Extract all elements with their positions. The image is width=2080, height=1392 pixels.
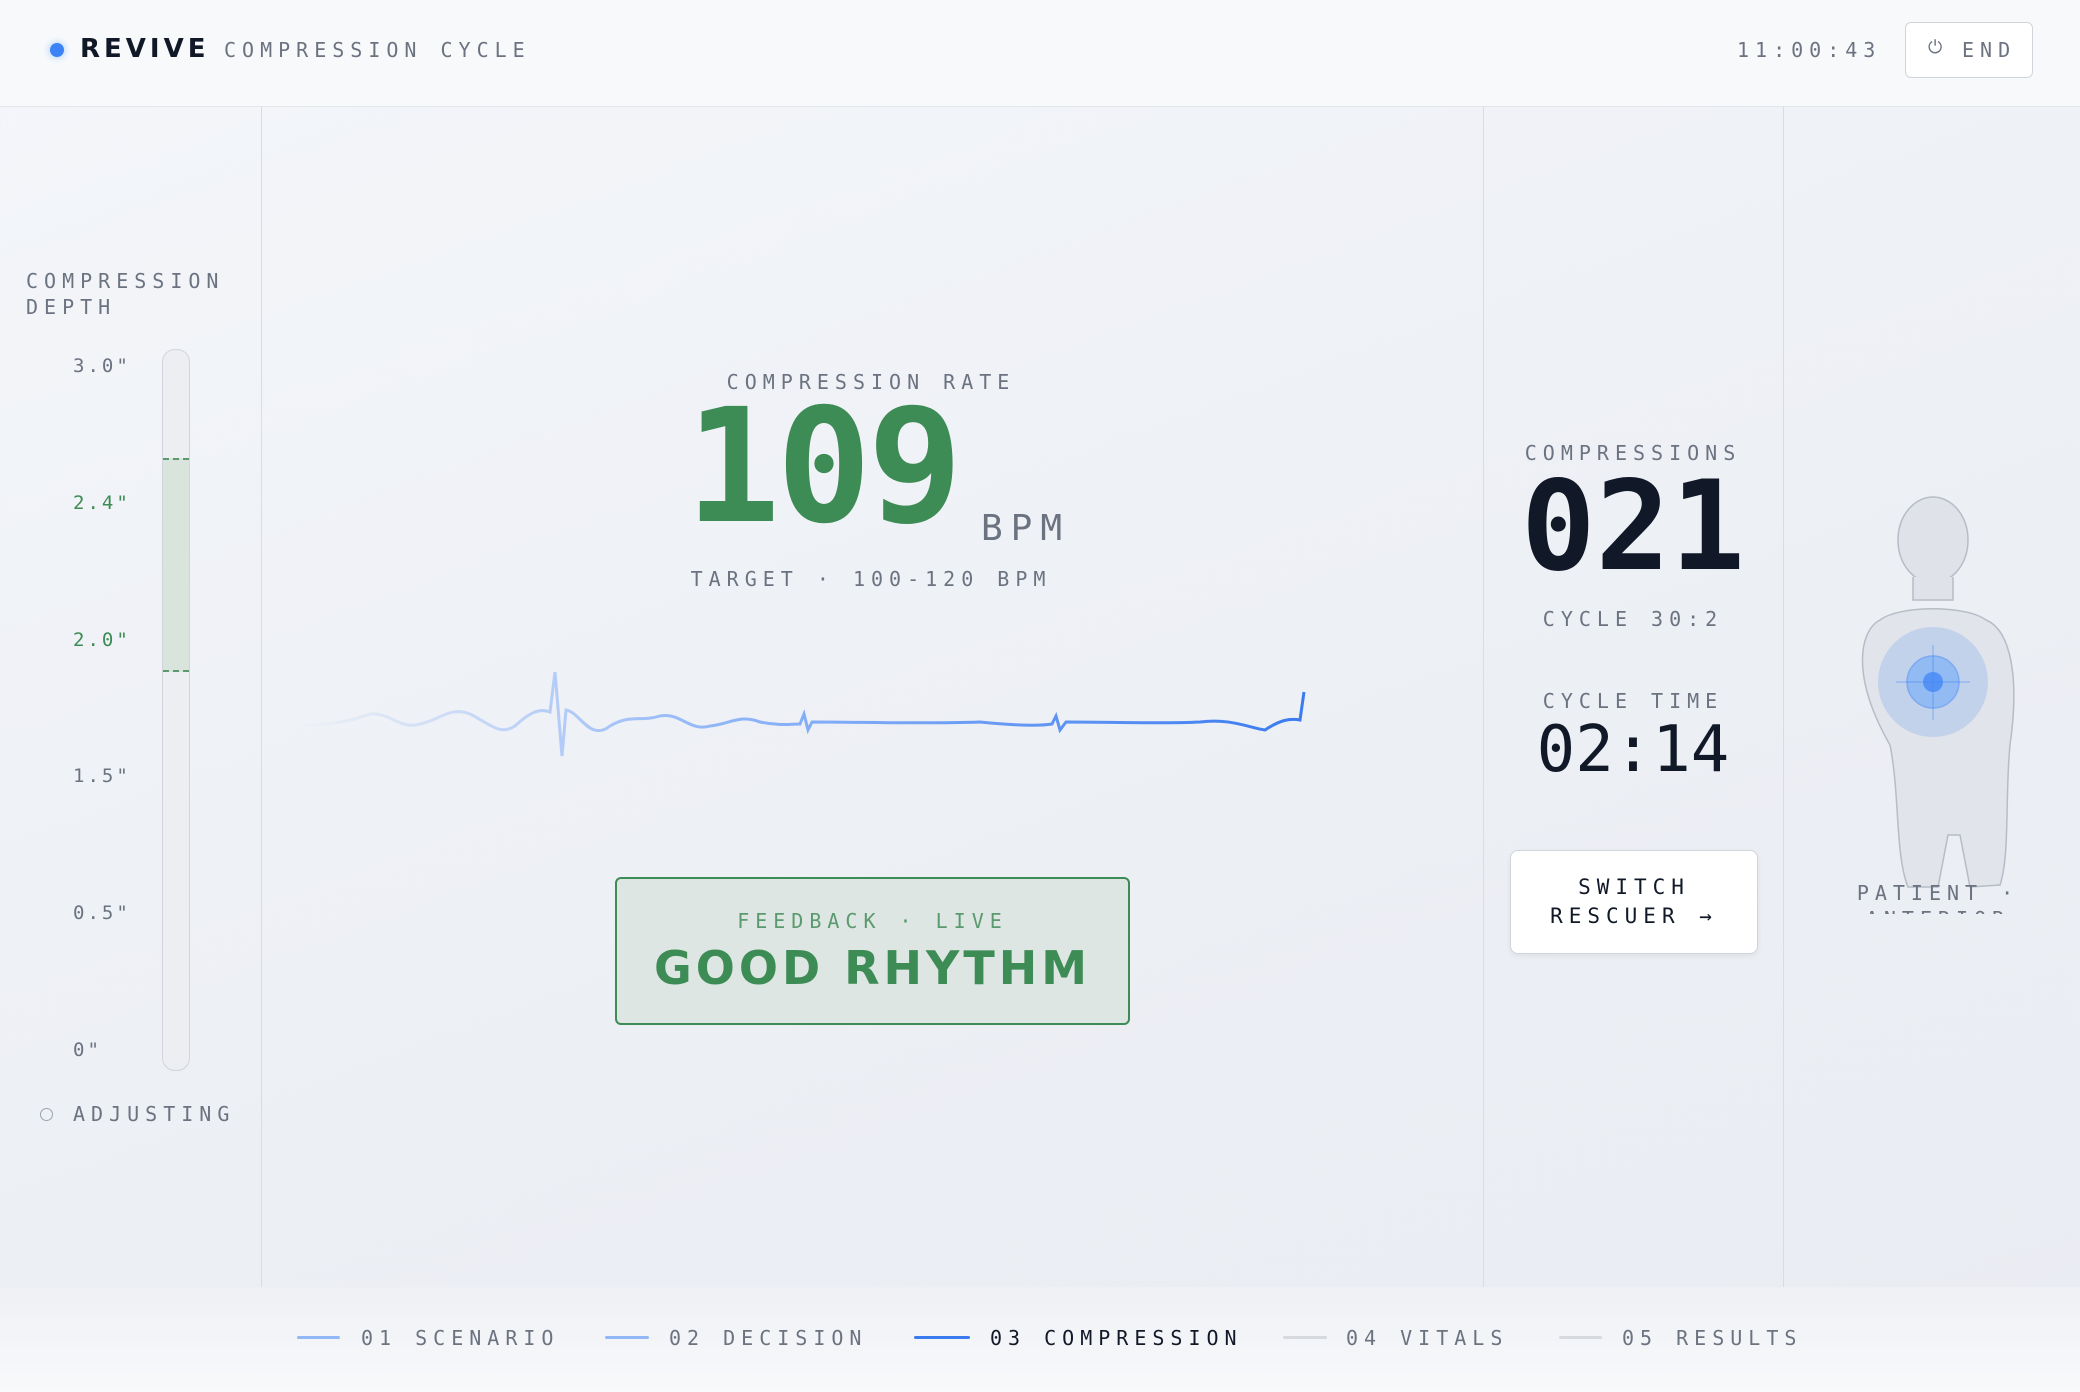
- compressions-value: 021: [1521, 455, 1745, 599]
- brand: REVIVE: [80, 34, 210, 64]
- rate-label: COMPRESSION RATE: [726, 370, 1016, 394]
- depth-tick-label: 2.4": [73, 492, 131, 514]
- step-nav: [0, 1287, 2080, 1392]
- step-label: RESULTS: [1676, 1326, 1803, 1350]
- step-indicator: [605, 1336, 649, 1339]
- cycle-ratio: CYCLE 30:2: [1542, 607, 1724, 631]
- end-label: END: [1962, 38, 2017, 62]
- depth-tick-label: 0": [73, 1039, 102, 1061]
- header: REVIVE COMPRESSION CYCLE 11:00:43 ⏻ END: [0, 0, 2080, 107]
- rate-value: 109: [685, 375, 962, 559]
- depth-gauge: [162, 349, 190, 1071]
- step-item[interactable]: 04 VITALS: [1346, 1326, 1508, 1350]
- divider: [1783, 107, 1784, 1287]
- compressions-label: COMPRESSIONS: [1524, 441, 1742, 465]
- step-item[interactable]: 05 RESULTS: [1622, 1326, 1802, 1350]
- depth-tick-label: 2.0": [73, 629, 131, 651]
- divider: [1483, 107, 1484, 1287]
- waveform-line: [300, 671, 1306, 757]
- step-item[interactable]: 03 COMPRESSION: [990, 1326, 1243, 1350]
- target-zone: [163, 458, 189, 672]
- patient-caption: PATIENT · ANTERIOR VIEW: [1856, 881, 2020, 914]
- step-indicator: [914, 1336, 970, 1339]
- patient-caption-clip: PATIENT · ANTERIOR VIEW: [1783, 880, 2080, 914]
- step-indicator: [297, 1336, 340, 1339]
- status-icon: [40, 1108, 53, 1121]
- switch-label: RESCUER →: [1550, 904, 1718, 928]
- rate-unit: BPM: [981, 508, 1071, 549]
- clock: 11:00:43: [1737, 38, 1882, 62]
- step-number: 04: [1346, 1326, 1383, 1350]
- power-icon: ⏻: [1928, 37, 1943, 58]
- feedback-label: FEEDBACK · LIVE: [737, 909, 1008, 933]
- depth-tick-label: 3.0": [73, 355, 131, 377]
- depth-tick-label: 0.5": [73, 902, 131, 924]
- step-label: DECISION: [723, 1326, 868, 1350]
- section-title: COMPRESSION CYCLE: [224, 38, 531, 62]
- feedback-message: GOOD RHYTHM: [653, 941, 1092, 995]
- divider: [261, 107, 262, 1287]
- waveform: [300, 671, 1306, 757]
- step-number: 01: [361, 1326, 398, 1350]
- depth-label: COMPRESSION DEPTH: [26, 269, 225, 319]
- switch-rescuer-button[interactable]: SWITCH RESCUER →: [1510, 850, 1758, 954]
- depth-status: ADJUSTING: [73, 1102, 236, 1126]
- step-indicator: [1283, 1336, 1327, 1339]
- step-number: 02: [669, 1326, 706, 1350]
- rate-target: TARGET · 100-120 BPM: [690, 567, 1052, 591]
- cycle-time-value: 02:14: [1536, 713, 1730, 787]
- end-button[interactable]: ⏻ END: [1905, 22, 2033, 78]
- switch-label: SWITCH: [1578, 875, 1690, 899]
- depth-tick-label: 1.5": [73, 765, 131, 787]
- step-label: VITALS: [1400, 1326, 1509, 1350]
- step-item[interactable]: 02 DECISION: [669, 1326, 867, 1350]
- step-number: 03: [990, 1326, 1027, 1350]
- step-indicator: [1559, 1336, 1602, 1339]
- cycle-time-label: CYCLE TIME: [1542, 689, 1724, 713]
- patient-figure: [1861, 496, 2015, 888]
- step-item[interactable]: 01 SCENARIO: [361, 1326, 559, 1350]
- step-label: SCENARIO: [415, 1326, 560, 1350]
- status-dot: [50, 43, 64, 57]
- step-label: COMPRESSION: [1044, 1326, 1243, 1350]
- step-number: 05: [1622, 1326, 1659, 1350]
- feedback-box: FEEDBACK · LIVE GOOD RHYTHM: [615, 877, 1130, 1025]
